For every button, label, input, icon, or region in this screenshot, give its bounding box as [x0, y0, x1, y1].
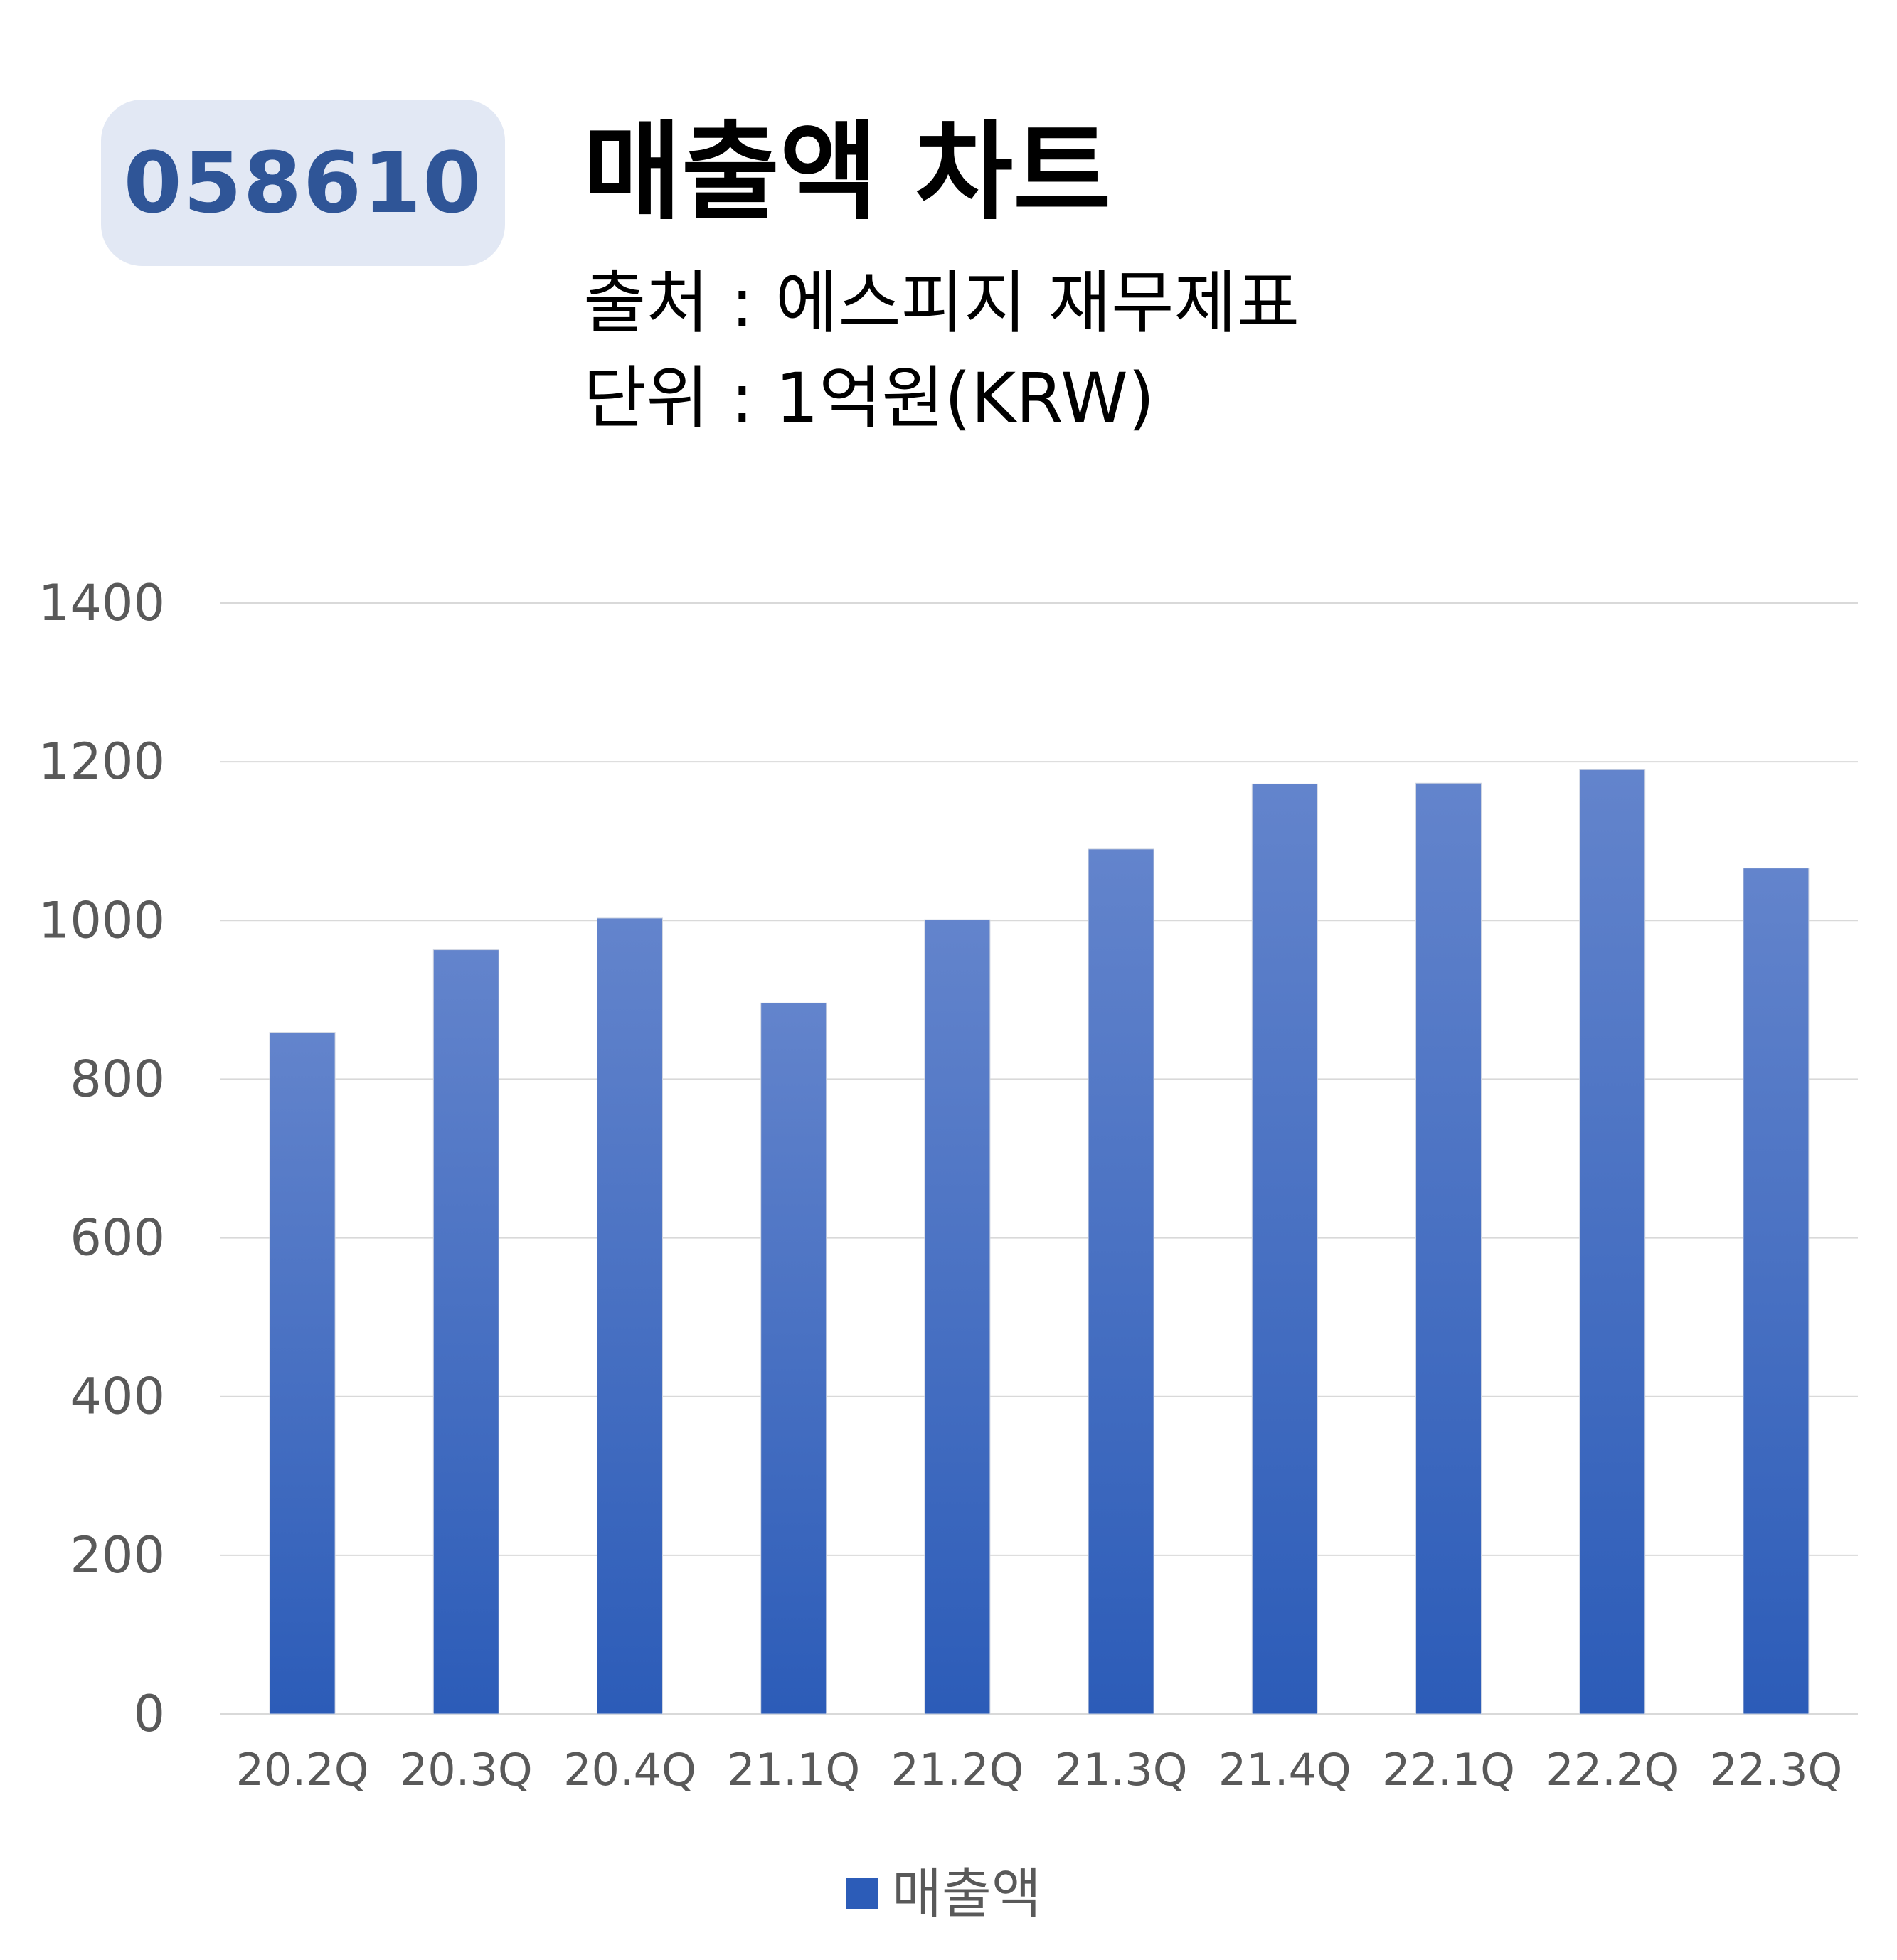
x-tick-label: 21.3Q	[1055, 1744, 1188, 1796]
x-tick-label: 21.4Q	[1218, 1744, 1351, 1796]
y-tick-label: 1200	[38, 733, 165, 791]
y-tick-label: 600	[70, 1209, 165, 1267]
ticker-badge: 058610	[101, 100, 505, 266]
x-tick-label: 21.1Q	[727, 1744, 860, 1796]
y-tick-label: 400	[70, 1368, 165, 1426]
legend-swatch	[846, 1878, 878, 1909]
chart-title: 매출액 차트	[583, 111, 1112, 235]
bar-chart: 0 200 400 600 800 1000 1200 1400 20.2Q 20.3Q 20.4…	[38, 574, 1858, 1925]
x-tick-label: 20.2Q	[236, 1744, 369, 1796]
bar	[269, 1032, 336, 1715]
unit-note: 단위 : 1억원(KRW)	[583, 358, 1155, 438]
bar	[924, 919, 991, 1715]
x-tick-label: 22.2Q	[1546, 1744, 1679, 1796]
legend: 매출액	[846, 1862, 1041, 1925]
bar	[760, 1002, 827, 1715]
x-tick-label: 22.1Q	[1382, 1744, 1515, 1796]
y-tick-label: 800	[70, 1050, 165, 1108]
bars	[269, 769, 1810, 1715]
bar	[1579, 769, 1646, 1715]
x-tick-label: 20.4Q	[563, 1744, 696, 1796]
chart-header: 058610 매출액 차트 출처 : 에스피지 재무제표 단위 : 1억원(KR…	[0, 0, 1897, 498]
legend-label: 매출액	[892, 1862, 1041, 1925]
x-axis-ticks: 20.2Q 20.3Q 20.4Q 21.1Q 21.2Q 21.3Q 21.4Q 22.1Q…	[236, 1744, 1843, 1796]
bar	[1415, 782, 1482, 1715]
bar	[1251, 783, 1318, 1715]
y-axis-ticks: 0 200 400 600 800 1000 1200 1400	[38, 574, 165, 1743]
ticker-code: 058610	[123, 134, 483, 232]
bar	[1088, 848, 1154, 1715]
x-tick-label: 20.3Q	[400, 1744, 533, 1796]
source-note: 출처 : 에스피지 재무제표	[583, 263, 1300, 343]
y-tick-label: 1400	[38, 574, 165, 632]
bar	[597, 917, 663, 1715]
y-tick-label: 0	[133, 1685, 165, 1743]
bar	[1743, 868, 1810, 1715]
y-tick-label: 1000	[38, 891, 165, 949]
bar	[432, 949, 499, 1715]
x-tick-label: 21.2Q	[891, 1744, 1024, 1796]
x-tick-label: 22.3Q	[1709, 1744, 1842, 1796]
y-tick-label: 200	[70, 1526, 165, 1584]
